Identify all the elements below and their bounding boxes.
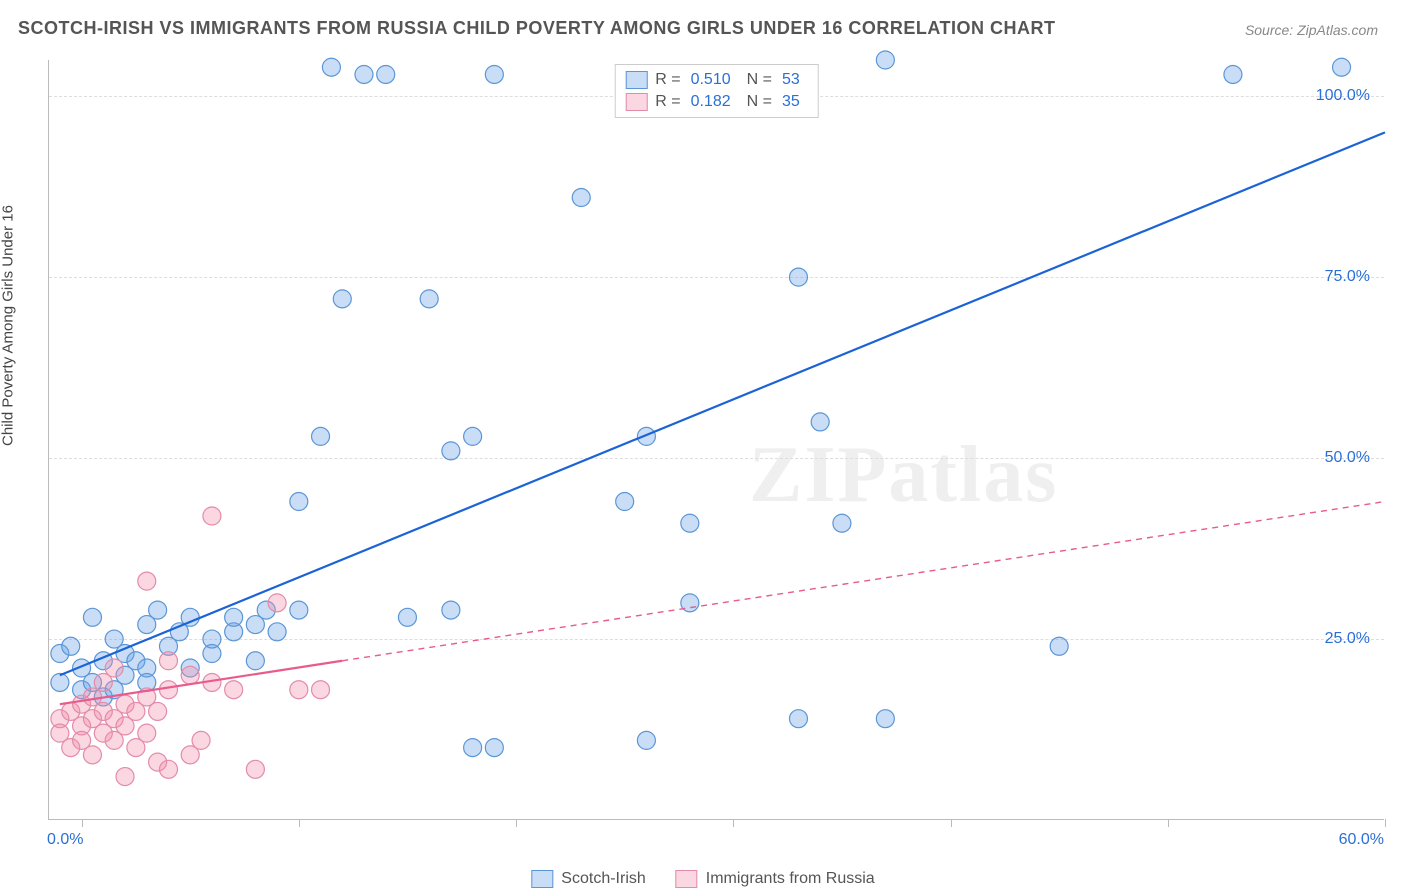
data-point — [464, 739, 482, 757]
data-point — [333, 290, 351, 308]
data-point — [181, 666, 199, 684]
data-point — [116, 768, 134, 786]
data-point — [398, 608, 416, 626]
data-point — [312, 681, 330, 699]
data-point — [105, 659, 123, 677]
legend-label-1: Scotch-Irish — [561, 870, 645, 888]
series-legend: Scotch-Irish Immigrants from Russia — [531, 870, 874, 888]
data-point — [192, 731, 210, 749]
source-attribution: Source: ZipAtlas.com — [1245, 22, 1378, 38]
data-point — [464, 427, 482, 445]
data-point — [268, 623, 286, 641]
data-point — [83, 746, 101, 764]
data-point — [637, 731, 655, 749]
data-point — [51, 673, 69, 691]
data-point — [62, 637, 80, 655]
legend-item-2: Immigrants from Russia — [676, 870, 875, 888]
data-point — [420, 290, 438, 308]
data-point — [203, 630, 221, 648]
data-point — [149, 702, 167, 720]
data-point — [159, 652, 177, 670]
data-point — [833, 514, 851, 532]
data-point — [789, 268, 807, 286]
plot-area: ZIPatlas 25.0%50.0%75.0%100.0% R = 0.510… — [48, 60, 1384, 820]
chart-title: SCOTCH-IRISH VS IMMIGRANTS FROM RUSSIA C… — [18, 18, 1056, 39]
data-point — [811, 413, 829, 431]
data-point — [290, 601, 308, 619]
data-point — [268, 594, 286, 612]
data-point — [681, 514, 699, 532]
data-point — [377, 65, 395, 83]
data-point — [1224, 65, 1242, 83]
data-point — [225, 608, 243, 626]
data-point — [290, 493, 308, 511]
data-point — [1050, 637, 1068, 655]
data-point — [290, 681, 308, 699]
data-point — [83, 608, 101, 626]
scatter-svg — [49, 60, 1384, 819]
legend-swatch-bottom-2 — [676, 870, 698, 888]
legend-label-2: Immigrants from Russia — [706, 870, 875, 888]
data-point — [246, 760, 264, 778]
y-axis-label: Child Poverty Among Girls Under 16 — [0, 205, 17, 446]
data-point — [312, 427, 330, 445]
chart-container: SCOTCH-IRISH VS IMMIGRANTS FROM RUSSIA C… — [0, 0, 1406, 892]
data-point — [322, 58, 340, 76]
x-tick-label-first: 0.0% — [47, 831, 83, 849]
legend-item-1: Scotch-Irish — [531, 870, 645, 888]
data-point — [572, 189, 590, 207]
data-point — [246, 652, 264, 670]
data-point — [203, 507, 221, 525]
data-point — [149, 601, 167, 619]
data-point — [442, 442, 460, 460]
data-point — [876, 51, 894, 69]
data-point — [225, 681, 243, 699]
data-point — [1333, 58, 1351, 76]
data-point — [138, 659, 156, 677]
data-point — [355, 65, 373, 83]
data-point — [159, 760, 177, 778]
data-point — [789, 710, 807, 728]
legend-swatch-bottom-1 — [531, 870, 553, 888]
data-point — [876, 710, 894, 728]
data-point — [485, 65, 503, 83]
data-point — [442, 601, 460, 619]
data-point — [159, 681, 177, 699]
data-point — [138, 572, 156, 590]
data-point — [616, 493, 634, 511]
x-tick-label-last: 60.0% — [1339, 831, 1384, 849]
data-point — [138, 724, 156, 742]
data-point — [485, 739, 503, 757]
